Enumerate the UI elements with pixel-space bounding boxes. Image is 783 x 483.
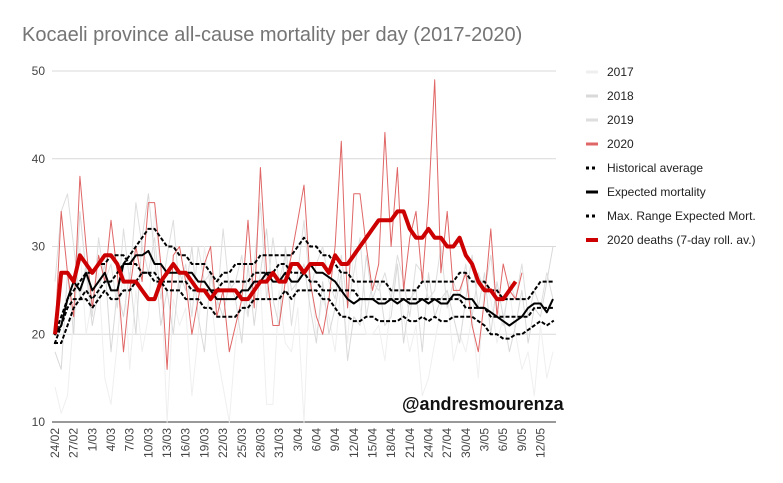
y-tick-label: 30 [32,240,46,254]
x-tick-label: 9/04 [328,428,342,452]
x-tick-label: 7/03 [123,428,137,452]
x-tick-label: 25/03 [235,428,249,458]
x-tick-label: 27/02 [67,428,81,458]
legend-entry: Historical average [607,161,703,175]
legend-entry: 2018 [607,89,634,103]
legend-entry: 2019 [607,113,634,127]
x-tick-label: 12/04 [347,428,361,458]
x-tick-label: 18/04 [384,428,398,458]
x-tick-label: 1/03 [85,428,99,452]
y-tick-label: 20 [32,327,46,341]
legend-entry: 2020 deaths (7-day roll. av.) [607,233,756,247]
legend-entry: 2017 [607,65,634,79]
y-tick-labels: 10 20 30 40 50 [32,64,46,429]
chart-title: Kocaeli province all-cause mortality per… [22,24,523,46]
legend-entry: Max. Range Expected Mort. [607,209,756,223]
legend-entry: Expected mortality [607,185,706,199]
x-tick-label: 16/03 [179,428,193,458]
series-line-max-range-expected-mort- [53,227,554,345]
x-tick-label: 3/04 [291,428,305,452]
x-tick-label: 13/03 [160,428,174,458]
x-tick-label: 15/04 [365,428,379,458]
y-tick-label: 50 [32,64,46,78]
x-tick-labels: 24/02 27/02 1/03 4/03 7/03 10/03 13/03 16/03 19/… [48,428,548,458]
x-tick-label: 28/03 [253,428,267,458]
x-tick-label: 24/02 [48,428,62,458]
y-tick-label: 10 [32,415,46,429]
gridlines [52,70,556,423]
legend-entry: 2020 [607,137,634,151]
x-tick-label: 3/05 [478,428,492,452]
watermark: @andresmourenza [402,394,565,414]
series-line-2018 [54,193,554,370]
x-tick-label: 22/03 [216,428,230,458]
x-tick-label: 24/04 [422,428,436,458]
x-tick-label: 4/03 [104,428,118,452]
series-line-2017 [54,210,554,423]
x-tick-label: 21/04 [403,428,417,458]
series-line-2020 [54,79,523,370]
x-tick-label: 30/04 [459,428,473,458]
x-tick-label: 19/03 [197,428,211,458]
series-lines [53,79,555,423]
x-tick-label: 31/03 [272,428,286,458]
y-tick-label: 40 [32,152,46,166]
x-tick-label: 27/04 [440,428,454,458]
x-tick-label: 6/05 [496,428,510,452]
legend: 2017 2018 2019 2020 Historical average Expect… [586,65,756,247]
x-tick-label: 9/05 [515,428,529,452]
x-tick-label: 12/05 [534,428,548,458]
x-tick-label: 6/04 [309,428,323,452]
x-tick-label: 10/03 [141,428,155,458]
series-line-max-range-expected-mort- [54,271,555,344]
series-line-2020-deaths-7-day-roll-av- [53,209,518,335]
